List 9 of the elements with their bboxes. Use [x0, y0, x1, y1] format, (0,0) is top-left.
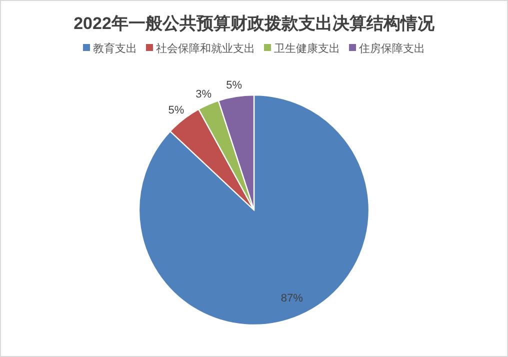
- legend-label: 社会保障和就业支出: [156, 42, 255, 55]
- legend-label: 住房保障支出: [359, 42, 425, 55]
- legend-label: 教育支出: [93, 42, 137, 55]
- data-label: 3%: [196, 88, 212, 100]
- data-label: 5%: [168, 104, 184, 117]
- data-label: 87%: [280, 292, 304, 305]
- data-label: 5%: [226, 80, 242, 92]
- legend-label: 卫生健康支出: [274, 42, 340, 55]
- chart-title: 2022年一般公共预算财政拨款支出决算结构情况: [74, 14, 436, 33]
